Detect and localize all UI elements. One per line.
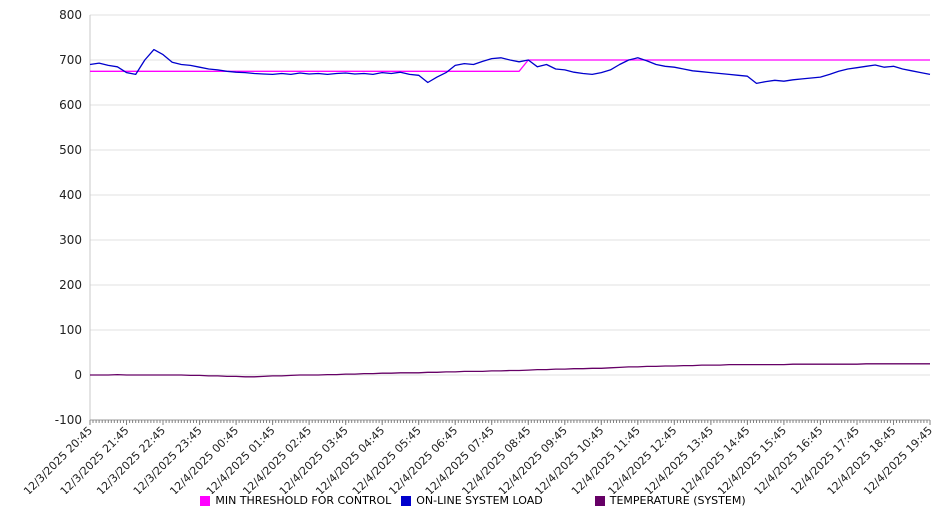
y-tick-label: 800 [59,8,82,22]
y-tick-label: 200 [59,278,82,292]
chart-legend: MIN THRESHOLD FOR CONTROL ON-LINE SYSTEM… [0,494,946,507]
x-tick-label: 12/3/2025 20:45 [21,424,95,494]
series-line-1 [89,48,931,85]
y-tick-label: 700 [59,53,82,67]
y-tick-label: 300 [59,233,82,247]
legend-label: MIN THRESHOLD FOR CONTROL [215,494,392,507]
series-line-2 [90,363,930,378]
legend-label: ON-LINE SYSTEM LOAD [416,494,543,507]
y-tick-label: 100 [59,323,82,337]
y-tick-label: -100 [55,413,82,427]
legend-swatch [594,495,605,506]
y-tick-label: 0 [74,368,82,382]
legend-item: MIN THRESHOLD FOR CONTROL [200,494,391,507]
x-label-ticks [89,420,931,425]
y-tick-label: 600 [59,98,82,112]
legend-label: TEMPERATURE (SYSTEM) [609,494,746,507]
legend-item: ON-LINE SYSTEM LOAD [401,494,543,507]
legend-swatch [200,495,211,506]
y-tick-label: 500 [59,143,82,157]
legend-item: TEMPERATURE (SYSTEM) [594,494,746,507]
y-tick-label: 400 [59,188,82,202]
legend-swatch [401,495,412,506]
